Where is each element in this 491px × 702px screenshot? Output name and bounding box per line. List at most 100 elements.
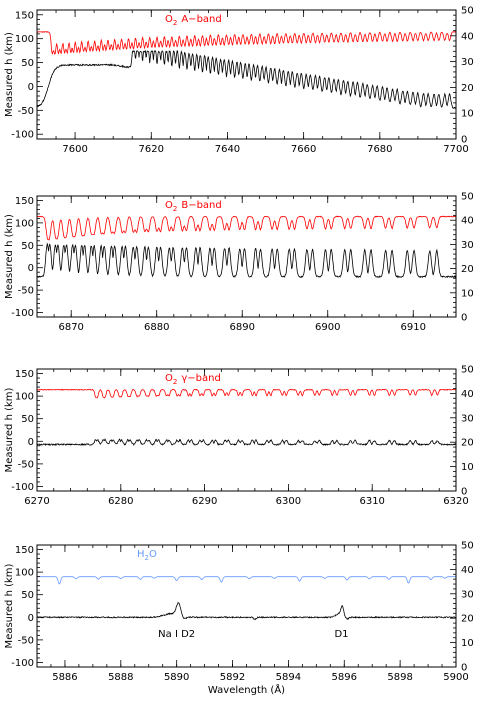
y-axis-label: Measured h (km) xyxy=(4,387,15,472)
y-left-tick-label: 100 xyxy=(15,34,34,45)
band-label: O2 γ−band xyxy=(165,373,221,386)
series-measured-height xyxy=(37,601,456,621)
x-tick-label: 7700 xyxy=(443,144,468,155)
band-label: H2O xyxy=(137,549,157,562)
x-tick-label: 7680 xyxy=(367,144,392,155)
y-left-tick-label: 150 xyxy=(15,545,34,556)
x-tick-label: 5896 xyxy=(332,672,357,683)
y-left-tick-label: 50 xyxy=(21,590,34,601)
axes-frame xyxy=(36,544,457,668)
x-tick-label: 7660 xyxy=(291,144,316,155)
y-left-tick-label: -50 xyxy=(18,459,34,470)
x-axis-label: Wavelength (Å) xyxy=(208,683,285,696)
y-right-tick-label: 0 xyxy=(461,487,467,498)
x-tick-label: 6310 xyxy=(359,496,384,507)
y-right-tick-label: 0 xyxy=(461,135,467,146)
axes-frame xyxy=(36,195,457,318)
x-tick-label: 5900 xyxy=(443,672,468,683)
y-left-tick-label: -100 xyxy=(11,308,34,319)
series-measured-height xyxy=(37,242,456,279)
y-left-tick-label: 100 xyxy=(15,218,34,229)
panel-3: 6270 6280 6290 6300 6310 6320-100-50050100150… xyxy=(4,365,474,508)
y-right-tick-label: 10 xyxy=(461,288,474,299)
y-right-tick-label: 50 xyxy=(461,541,474,552)
y-left-tick-label: 100 xyxy=(15,568,34,579)
y-right-tick-label: 40 xyxy=(461,389,474,400)
band-label: O2 B−band xyxy=(165,200,222,213)
y-right-tick-label: 10 xyxy=(461,462,474,473)
series-measured-height xyxy=(37,438,456,447)
y-left-tick-label: 150 xyxy=(15,369,34,380)
y-left-tick-label: -100 xyxy=(11,482,34,493)
y-right-tick-label: 40 xyxy=(461,216,474,227)
y-left-tick-label: -100 xyxy=(11,130,34,141)
x-tick-label: 6320 xyxy=(443,496,468,507)
x-tick-label: 5892 xyxy=(220,672,245,683)
y-left-tick-label: -50 xyxy=(18,286,34,297)
y-left-tick-label: 0 xyxy=(28,437,34,448)
x-tick-label: 6890 xyxy=(229,322,254,333)
series-absorption-spectrum xyxy=(37,576,456,585)
x-tick-label: 5898 xyxy=(387,672,412,683)
y-left-tick-label: -50 xyxy=(18,635,34,646)
y-right-tick-label: 30 xyxy=(461,413,474,424)
y-right-tick-label: 30 xyxy=(461,57,474,68)
y-left-tick-label: -100 xyxy=(11,658,34,669)
y-axis-label: Measured h (km) xyxy=(4,214,15,299)
y-right-tick-label: 0 xyxy=(461,663,467,674)
panel-1: 7600 7620 7640 7660 7680 7700-100-50050100150… xyxy=(4,6,474,156)
panel-4: 5886 5888 5890 5892 5894 5896 5898 5900 -100 -50 0… xyxy=(4,541,474,697)
y-right-tick-label: 50 xyxy=(461,192,474,203)
y-right-tick-label: 0 xyxy=(461,313,467,324)
y-left-tick-label: 150 xyxy=(15,196,34,207)
y-right-tick-label: 20 xyxy=(461,438,474,449)
x-tick-label: 6880 xyxy=(144,322,169,333)
y-axis-label: Measured h (km) xyxy=(4,32,15,117)
x-tick-label: 6290 xyxy=(192,496,217,507)
x-tick-label: 5890 xyxy=(164,672,189,683)
y-right-tick-label: 40 xyxy=(461,565,474,576)
x-tick-label: 6910 xyxy=(401,322,426,333)
x-tick-label: 6300 xyxy=(276,496,301,507)
x-tick-label: 5888 xyxy=(108,672,133,683)
series-measured-height xyxy=(37,49,456,109)
series-absorption-spectrum xyxy=(37,31,456,55)
x-tick-label: 6900 xyxy=(315,322,340,333)
y-right-tick-label: 20 xyxy=(461,83,474,94)
y-right-tick-label: 20 xyxy=(461,264,474,275)
y-left-tick-label: 0 xyxy=(28,82,34,93)
y-left-tick-label: 0 xyxy=(28,263,34,274)
x-tick-label: 7640 xyxy=(215,144,240,155)
y-right-tick-label: 40 xyxy=(461,31,474,42)
y-right-tick-label: 30 xyxy=(461,589,474,600)
x-tick-label: 6270 xyxy=(24,496,49,507)
series-absorption-spectrum xyxy=(37,215,456,241)
y-right-tick-label: 10 xyxy=(461,109,474,120)
y-right-tick-label: 10 xyxy=(461,638,474,649)
axes-frame xyxy=(36,368,457,492)
y-right-tick-label: 50 xyxy=(461,6,474,17)
y-left-tick-label: 50 xyxy=(21,58,34,69)
x-tick-label: 5894 xyxy=(276,672,301,683)
y-left-tick-label: 50 xyxy=(21,241,34,252)
y-left-tick-label: 50 xyxy=(21,414,34,425)
x-tick-label: 6870 xyxy=(58,322,83,333)
y-right-tick-label: 30 xyxy=(461,240,474,251)
series-absorption-spectrum xyxy=(37,388,456,399)
y-left-tick-label: -50 xyxy=(18,106,34,117)
band-label: O2 A−band xyxy=(165,14,222,27)
y-axis-label: Measured h (km) xyxy=(4,563,15,648)
x-tick-label: 5886 xyxy=(52,672,77,683)
x-tick-label: 6280 xyxy=(108,496,133,507)
line-annotation: Na I D2 xyxy=(158,629,195,640)
x-tick-label: 7600 xyxy=(62,144,87,155)
x-tick-label: 7620 xyxy=(139,144,164,155)
y-right-tick-label: 20 xyxy=(461,614,474,625)
panel-2: 6870 6880 6890 6900 6910 -100 -50 0 50 100 150 0 10 2… xyxy=(4,192,474,334)
y-left-tick-label: 150 xyxy=(15,10,34,21)
y-left-tick-label: 0 xyxy=(28,613,34,624)
y-left-tick-label: 100 xyxy=(15,392,34,403)
y-right-tick-label: 50 xyxy=(461,365,474,376)
line-annotation: D1 xyxy=(334,629,348,640)
